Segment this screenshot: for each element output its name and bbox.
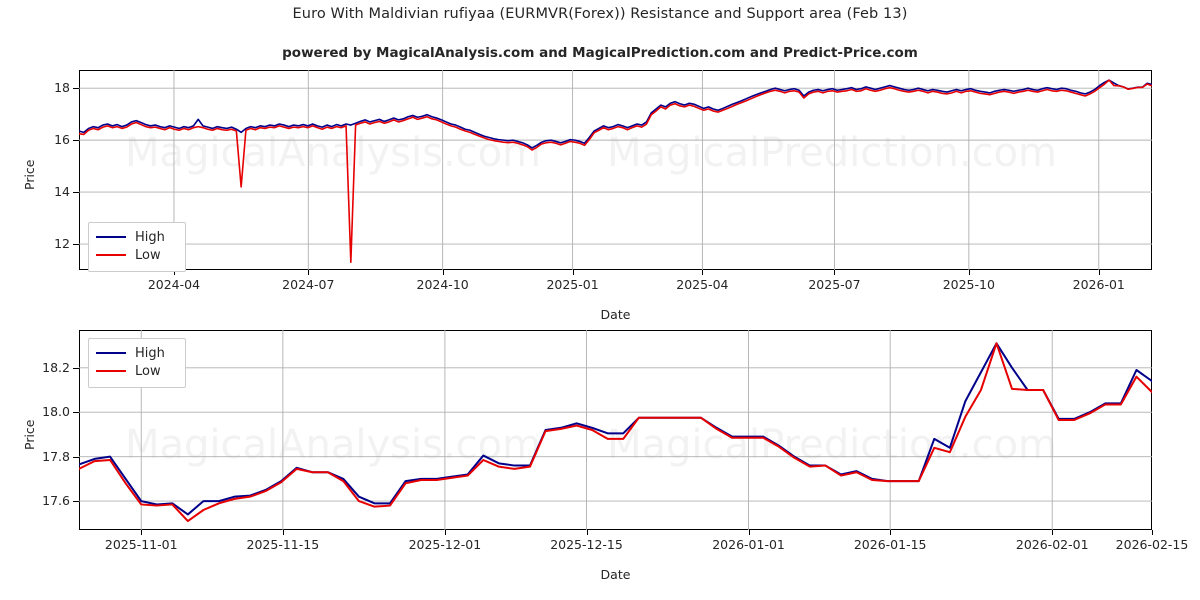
legend-swatch-high-detail — [96, 352, 126, 354]
overview-ytick-label: 16 — [54, 132, 70, 148]
overview-xtick-label: 2024-04 — [147, 277, 201, 292]
page-title: Euro With Maldivian rufiyaa (EURMVR(Fore… — [292, 6, 908, 22]
overview-xtick-mark — [572, 270, 574, 275]
legend-label-high: High — [135, 229, 165, 245]
overview-ytick-mark — [73, 88, 79, 90]
overview-ytick-mark — [73, 244, 79, 246]
detail-xtick-mark — [444, 530, 446, 535]
detail-ytick-label: 18.2 — [42, 359, 70, 375]
detail-xtick-mark — [141, 530, 143, 535]
detail-ytick-mark — [73, 501, 79, 503]
overview-xtick-mark — [834, 270, 836, 275]
overview-svg — [79, 70, 1152, 270]
legend-label-low: Low — [135, 247, 161, 263]
detail-xtick-label: 2026-02-15 — [1115, 537, 1189, 552]
detail-xtick-label: 2025-12-15 — [550, 537, 623, 552]
overview-xtick-label: 2025-01 — [546, 277, 599, 292]
detail-xtick-mark — [890, 530, 892, 535]
series-low — [79, 80, 1152, 262]
overview-xtick-label: 2025-10 — [942, 277, 995, 292]
legend-swatch-low-detail — [96, 370, 126, 372]
overview-ytick-label: 12 — [54, 236, 70, 252]
detail-xtick-mark — [748, 530, 750, 535]
overview-ytick-label: 18 — [54, 80, 70, 96]
detail-xtick-label: 2026-01-15 — [853, 537, 927, 552]
overview-xtick-label: 2024-10 — [416, 277, 469, 292]
overview-ytick-mark — [73, 140, 79, 142]
overview-xtick-mark — [968, 270, 970, 275]
detail-ytick-mark — [73, 412, 79, 414]
overview-xtick-label: 2025-07 — [808, 277, 861, 292]
overview-xtick-label: 2024-07 — [282, 277, 335, 292]
detail-ytick-label: 17.6 — [42, 493, 70, 509]
legend-row-low: Low — [96, 246, 176, 264]
overview-xtick-label: 2026-01 — [1072, 277, 1125, 292]
detail-x-axis-label: Date — [600, 567, 631, 582]
series-high — [79, 80, 1152, 148]
overview-legend: High Low — [88, 222, 186, 272]
legend-label-low-detail: Low — [135, 363, 161, 379]
detail-xtick-mark — [1152, 530, 1153, 535]
detail-ytick-mark — [73, 367, 79, 369]
legend-row-low-detail: Low — [96, 362, 176, 380]
detail-y-axis-label: Price — [22, 419, 37, 451]
overview-xtick-mark — [1098, 270, 1100, 275]
legend-row-high-detail: High — [96, 344, 176, 362]
detail-ytick-label: 18.0 — [42, 404, 70, 420]
overview-ytick-mark — [73, 192, 79, 194]
overview-y-axis-label: Price — [22, 159, 37, 191]
page-subtitle: powered by MagicalAnalysis.com and Magic… — [282, 45, 918, 61]
legend-swatch-high — [96, 236, 126, 238]
detail-legend: High Low — [88, 338, 186, 388]
detail-chart: MagicalAnalysis.com MagicalPrediction.co… — [79, 330, 1152, 530]
overview-x-axis-label: Date — [600, 307, 631, 322]
overview-chart: MagicalAnalysis.com MagicalPrediction.co… — [79, 70, 1152, 270]
detail-plot-frame — [79, 330, 1152, 530]
detail-xtick-mark — [1052, 530, 1054, 535]
detail-xtick-label: 2026-02-01 — [1015, 537, 1089, 552]
overview-xtick-mark — [442, 270, 444, 275]
detail-xtick-label: 2025-12-01 — [408, 537, 482, 552]
overview-plot-frame — [79, 70, 1152, 270]
legend-label-high-detail: High — [135, 345, 165, 361]
overview-xtick-mark — [308, 270, 310, 275]
detail-svg — [79, 330, 1152, 530]
overview-xtick-mark — [173, 270, 175, 275]
detail-xtick-label: 2026-01-01 — [712, 537, 785, 552]
detail-ytick-label: 17.8 — [42, 448, 70, 464]
detail-xtick-label: 2025-11-01 — [104, 537, 178, 552]
detail-ytick-mark — [73, 456, 79, 458]
detail-xtick-mark — [586, 530, 588, 535]
detail-xtick-label: 2025-11-15 — [246, 537, 320, 552]
series-low — [79, 343, 1152, 521]
series-high — [79, 343, 1152, 514]
overview-ytick-label: 14 — [54, 184, 70, 200]
legend-swatch-low — [96, 254, 126, 256]
overview-xtick-mark — [702, 270, 704, 275]
detail-xtick-mark — [282, 530, 284, 535]
overview-xtick-label: 2025-04 — [676, 277, 729, 292]
legend-row-high: High — [96, 228, 176, 246]
